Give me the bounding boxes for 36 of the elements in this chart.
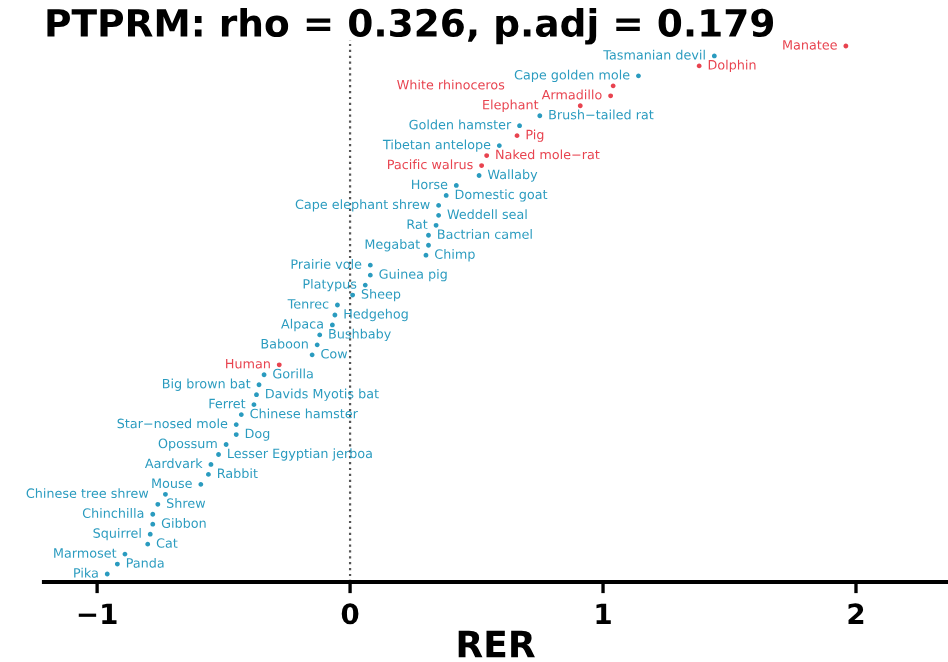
point [436, 212, 442, 218]
point [362, 282, 368, 288]
x-tick-label: −1 [78, 603, 117, 624]
point [251, 402, 257, 408]
point [198, 481, 204, 487]
x-axis-title: RER [458, 630, 535, 658]
point [114, 561, 120, 567]
point [608, 93, 614, 99]
point [711, 53, 717, 59]
point [261, 372, 267, 378]
point [238, 412, 244, 418]
point [317, 332, 323, 338]
point [104, 571, 110, 577]
point [367, 262, 373, 268]
point [577, 103, 583, 109]
chart-title: PTPRM: rho = 0.326, p.adj = 0.179 [47, 8, 774, 45]
point [150, 521, 156, 527]
point [155, 501, 161, 507]
x-tick-label: 0 [341, 603, 359, 625]
point [147, 531, 153, 537]
point [496, 143, 502, 149]
x-tick-label: 2 [848, 603, 864, 624]
x-tick-label: 1 [596, 603, 611, 624]
point [423, 252, 429, 258]
point [314, 342, 320, 348]
point [276, 362, 282, 368]
point [150, 511, 156, 517]
point [309, 352, 315, 358]
point [610, 83, 616, 89]
point [367, 272, 373, 278]
point [329, 322, 335, 328]
point [436, 202, 442, 208]
point [537, 113, 543, 119]
point [433, 222, 439, 228]
point [256, 382, 262, 388]
point [145, 541, 151, 547]
